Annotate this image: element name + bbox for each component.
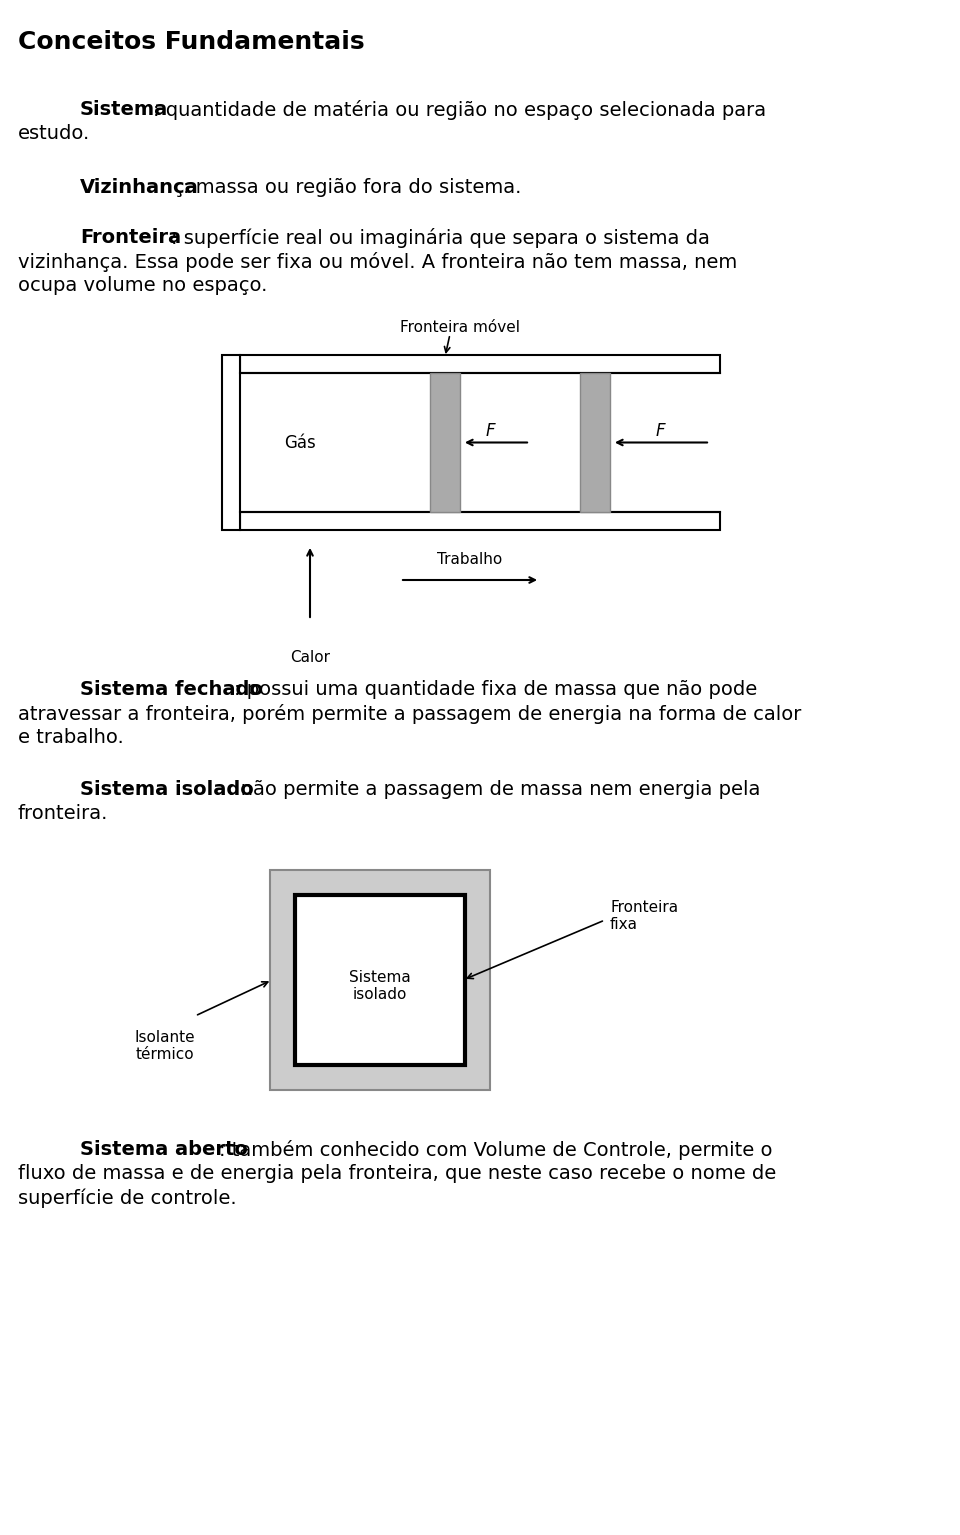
Text: Calor: Calor: [290, 649, 330, 665]
Text: Fronteira: Fronteira: [80, 229, 181, 247]
Text: Trabalho: Trabalho: [438, 553, 503, 566]
Text: vizinhança. Essa pode ser fixa ou móvel. A fronteira não tem massa, nem: vizinhança. Essa pode ser fixa ou móvel.…: [18, 252, 737, 272]
Text: fluxo de massa e de energia pela fronteira, que neste caso recebe o nome de: fluxo de massa e de energia pela frontei…: [18, 1164, 777, 1183]
Bar: [240, 373, 720, 513]
Text: fronteira.: fronteira.: [18, 804, 108, 823]
Text: : não permite a passagem de massa nem energia pela: : não permite a passagem de massa nem en…: [228, 780, 760, 800]
Text: estudo.: estudo.: [18, 124, 90, 143]
Text: : superfície real ou imaginária que separa o sistema da: : superfície real ou imaginária que sepa…: [171, 229, 709, 249]
Text: Sistema: Sistema: [80, 100, 168, 120]
Text: Sistema aberto: Sistema aberto: [80, 1141, 248, 1159]
Bar: [222, 355, 240, 530]
Text: F: F: [485, 422, 494, 441]
Text: superfície de controle.: superfície de controle.: [18, 1188, 236, 1208]
Text: Sistema
isolado: Sistema isolado: [349, 970, 411, 1002]
Bar: [240, 355, 720, 373]
Text: Gás: Gás: [284, 434, 316, 453]
Bar: [580, 373, 610, 513]
Text: atravessar a fronteira, porém permite a passagem de energia na forma de calor: atravessar a fronteira, porém permite a …: [18, 705, 802, 725]
Bar: [295, 895, 465, 1065]
Bar: [240, 513, 720, 530]
Text: Sistema fechado: Sistema fechado: [80, 680, 263, 698]
Text: ocupa volume no espaço.: ocupa volume no espaço.: [18, 276, 268, 295]
Text: Fronteira
fixa: Fronteira fixa: [610, 900, 678, 932]
Text: Fronteira móvel: Fronteira móvel: [400, 319, 520, 335]
Text: : possui uma quantidade fixa de massa que não pode: : possui uma quantidade fixa de massa qu…: [234, 680, 757, 698]
Text: Sistema isolado: Sistema isolado: [80, 780, 253, 800]
Text: : massa ou região fora do sistema.: : massa ou região fora do sistema.: [183, 178, 521, 196]
Text: F: F: [655, 422, 665, 441]
Text: e trabalho.: e trabalho.: [18, 728, 124, 748]
Text: Vizinhança: Vizinhança: [80, 178, 199, 196]
Text: Conceitos Fundamentais: Conceitos Fundamentais: [18, 31, 365, 54]
Text: : também conhecido com Volume de Controle, permite o: : também conhecido com Volume de Control…: [219, 1141, 773, 1160]
Bar: [430, 373, 460, 513]
Text: Isolante
térmico: Isolante térmico: [134, 1030, 195, 1062]
Bar: [270, 870, 490, 1090]
Text: : quantidade de matéria ou região no espaço selecionada para: : quantidade de matéria ou região no esp…: [153, 100, 766, 120]
